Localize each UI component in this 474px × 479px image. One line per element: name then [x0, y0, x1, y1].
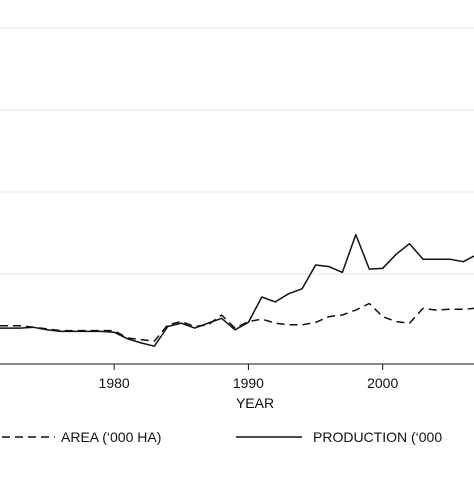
x-axis-title: YEAR — [236, 395, 274, 411]
gridlines — [0, 27, 474, 275]
legend: AREA (‘000 HA) PRODUCTION (‘000 — [2, 429, 442, 445]
x-tick-label: 1980 — [99, 375, 130, 391]
series-line-production — [0, 233, 474, 347]
series-lines — [0, 233, 474, 347]
x-tick-label: 1990 — [233, 375, 264, 391]
plot-area — [0, 0, 474, 364]
legend-label-production: PRODUCTION (‘000 — [313, 429, 442, 445]
x-tick-label: 2000 — [367, 375, 398, 391]
legend-label-area: AREA (‘000 HA) — [61, 429, 161, 445]
x-ticks: 1980 1990 2000 — [99, 364, 398, 391]
series-line-area — [0, 302, 474, 342]
